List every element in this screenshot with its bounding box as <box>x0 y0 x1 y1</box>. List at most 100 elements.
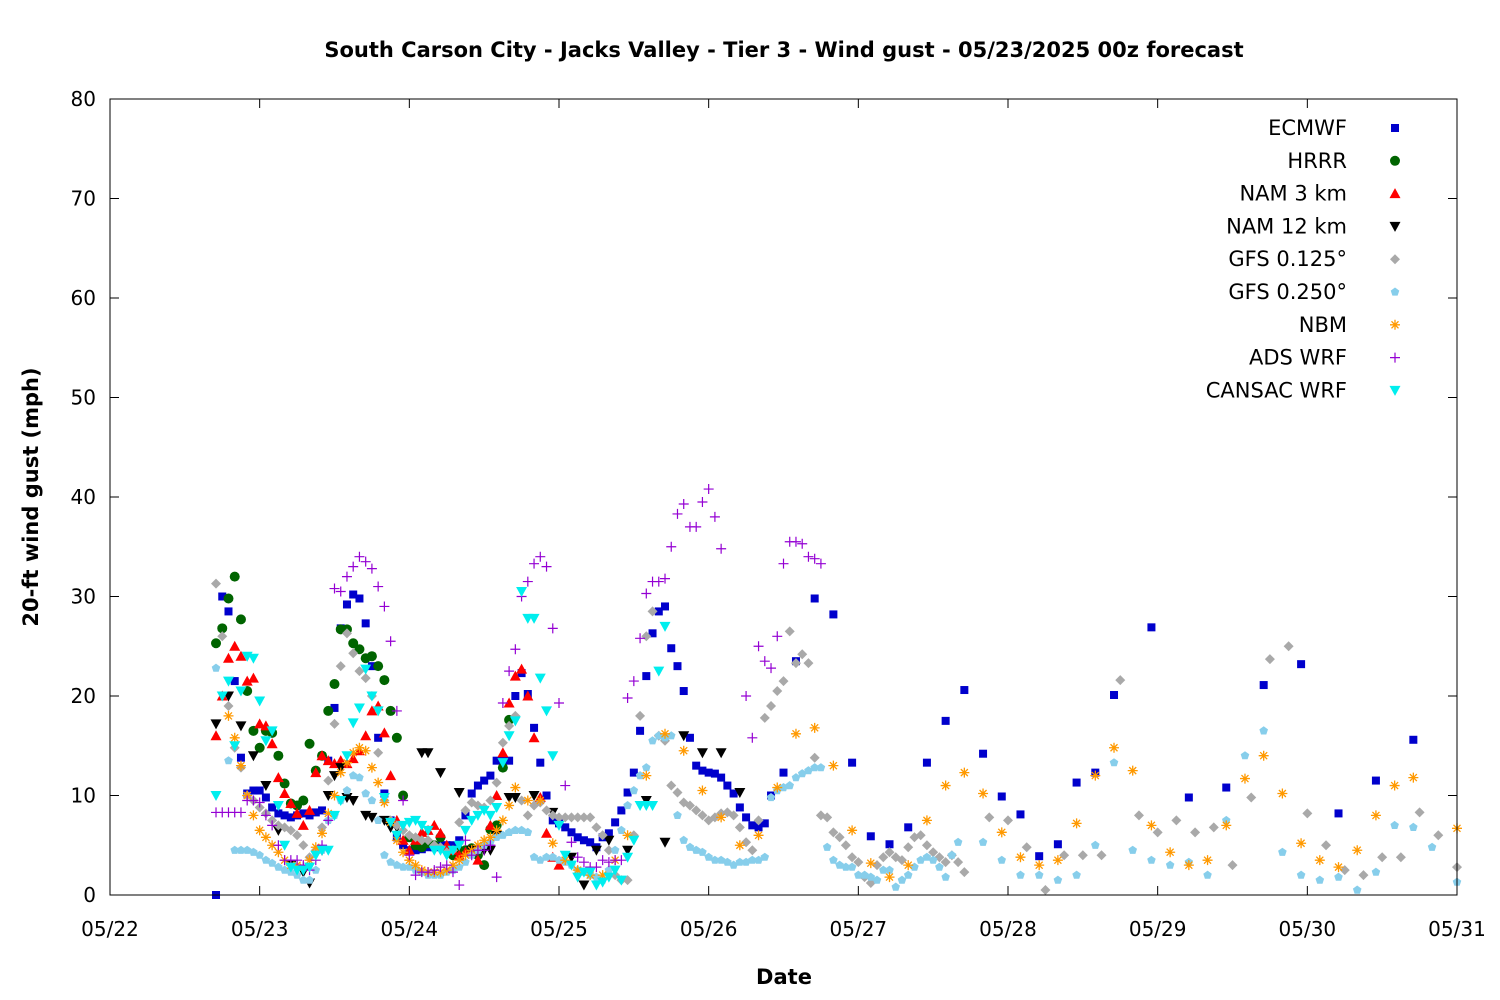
data-point <box>940 857 951 868</box>
data-point <box>391 830 403 841</box>
data-point <box>734 840 745 851</box>
data-point <box>316 750 328 761</box>
data-point <box>691 521 702 532</box>
data-point <box>429 865 440 876</box>
data-point <box>335 795 347 806</box>
data-point <box>709 511 720 522</box>
chart-title: South Carson City - Jacks Valley - Tier … <box>324 38 1243 62</box>
data-point <box>528 732 540 743</box>
data-point <box>1414 807 1425 818</box>
data-point <box>530 723 539 732</box>
data-point <box>297 819 309 830</box>
data-point <box>1315 875 1325 884</box>
data-point <box>485 832 496 843</box>
data-point <box>378 792 390 803</box>
data-point <box>648 736 657 745</box>
data-point <box>491 802 503 813</box>
data-point <box>1333 862 1344 873</box>
data-point <box>822 812 833 823</box>
data-point <box>472 810 484 821</box>
data-point <box>254 825 265 836</box>
data-point <box>361 619 370 628</box>
data-point <box>1258 750 1269 761</box>
data-point <box>828 827 839 838</box>
data-point <box>772 782 783 793</box>
legend-label: GFS 0.125° <box>1228 247 1347 271</box>
data-point <box>403 817 415 828</box>
data-point <box>347 795 359 806</box>
data-point <box>341 751 353 762</box>
data-point <box>522 690 534 701</box>
legend-item-nam-12-km: NAM 12 km <box>1226 214 1401 238</box>
data-point <box>709 812 720 823</box>
data-point <box>578 857 589 868</box>
data-point <box>366 762 377 773</box>
data-point <box>378 727 390 738</box>
data-point <box>229 741 241 752</box>
data-point <box>872 875 882 884</box>
data-point <box>1240 751 1250 760</box>
data-point <box>460 850 471 861</box>
data-point <box>610 845 620 854</box>
data-point <box>622 830 633 841</box>
data-point <box>397 820 409 831</box>
data-point <box>385 636 396 647</box>
data-point <box>734 822 745 833</box>
data-point <box>354 644 365 655</box>
data-point <box>391 732 402 743</box>
data-point <box>1246 792 1257 803</box>
data-point <box>516 663 528 674</box>
data-point <box>304 862 316 873</box>
data-point <box>522 795 533 806</box>
data-point <box>928 847 939 858</box>
x-axis: 05/22 05/23 05/24 05/25 05/26 05/27 05/28 05/29… <box>81 99 1486 941</box>
data-point <box>760 819 769 828</box>
data-point <box>791 773 801 782</box>
data-point <box>1408 772 1419 783</box>
data-point <box>274 809 283 818</box>
data-point <box>335 767 346 778</box>
data-point <box>347 718 359 729</box>
data-point <box>809 752 820 763</box>
data-point <box>367 662 376 671</box>
data-point <box>734 788 746 799</box>
data-point <box>735 857 745 866</box>
data-point <box>1109 758 1119 767</box>
data-point <box>785 781 794 790</box>
data-point <box>1127 765 1138 776</box>
data-point <box>360 730 372 741</box>
data-point <box>921 815 932 826</box>
data-point <box>299 875 308 884</box>
data-point <box>522 810 533 821</box>
data-point <box>572 812 583 823</box>
data-point <box>354 551 365 562</box>
data-point <box>454 880 465 891</box>
data-point <box>330 703 339 712</box>
data-point <box>254 718 266 729</box>
y-tick-label: 20 <box>71 684 96 708</box>
data-point <box>878 852 889 863</box>
data-point <box>241 675 253 686</box>
data-point <box>803 658 814 669</box>
data-point <box>717 773 726 782</box>
data-point <box>766 700 777 711</box>
data-point <box>1314 855 1325 866</box>
data-point <box>541 805 552 816</box>
data-point <box>509 792 521 803</box>
data-point <box>504 827 514 836</box>
data-point <box>373 777 384 788</box>
data-point <box>235 686 247 697</box>
x-tick-label: 05/29 <box>1129 917 1187 941</box>
y-tick-label: 60 <box>71 286 96 310</box>
legend-label: NBM <box>1299 313 1347 337</box>
data-point <box>329 810 340 821</box>
data-point <box>454 855 465 866</box>
data-point <box>1433 830 1444 841</box>
data-point <box>810 594 819 603</box>
data-point <box>210 730 222 741</box>
data-point <box>329 790 340 801</box>
data-point <box>941 872 950 881</box>
data-point <box>441 860 452 871</box>
data-point <box>841 862 851 871</box>
data-point <box>466 815 478 826</box>
